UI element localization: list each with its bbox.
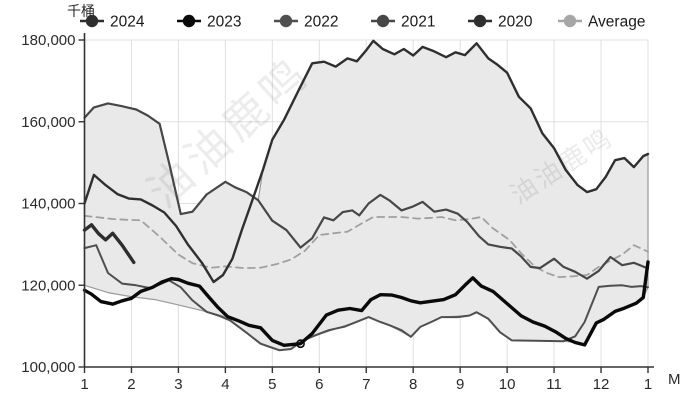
legend-marker-icon bbox=[182, 14, 196, 28]
x-tick-label: 4 bbox=[221, 376, 229, 393]
x-tick-label: 2 bbox=[127, 376, 135, 393]
legend-label: Average bbox=[588, 14, 645, 31]
legend-item-2024[interactable]: 2024 bbox=[80, 14, 145, 31]
legend-item-2022[interactable]: 2022 bbox=[274, 14, 338, 31]
legend-item-2023[interactable]: 2023 bbox=[177, 14, 241, 31]
legend-marker-icon bbox=[85, 14, 99, 28]
low-point-marker bbox=[296, 339, 305, 349]
x-tick-label: 3 bbox=[174, 376, 182, 393]
x-tick-label: 11 bbox=[546, 376, 562, 393]
x-tick-label: 8 bbox=[409, 376, 417, 393]
x-tick-label: 10 bbox=[499, 376, 516, 393]
legend-label: 2020 bbox=[498, 14, 533, 31]
legend-item-2020[interactable]: 2020 bbox=[468, 14, 533, 31]
legend-label: 2021 bbox=[401, 14, 435, 31]
x-tick-label: 6 bbox=[315, 376, 323, 393]
x-tick-label: 1 bbox=[80, 376, 88, 393]
legend-marker-icon bbox=[376, 14, 390, 28]
x-tick-label: 9 bbox=[456, 376, 464, 393]
y-tick-label: 140,000 bbox=[21, 196, 75, 213]
legend-label: 2024 bbox=[110, 14, 145, 31]
y-tick-label: 160,000 bbox=[21, 114, 75, 131]
legend-label: 2023 bbox=[207, 14, 241, 31]
series-2023-line bbox=[82, 260, 650, 347]
y-tick-label: 180,000 bbox=[21, 32, 75, 49]
y-tick-label: 100,000 bbox=[21, 359, 75, 376]
legend-marker-icon bbox=[563, 14, 577, 28]
legend-item-2021[interactable]: 2021 bbox=[371, 14, 435, 31]
x-tick-label: 7 bbox=[362, 376, 370, 393]
series-Average-line bbox=[83, 214, 649, 279]
x-axis-unit-label: M bbox=[668, 371, 681, 388]
legend-item-average[interactable]: Average bbox=[558, 14, 645, 31]
y-axis-unit-label: 千桶 bbox=[67, 3, 95, 19]
x-tick-label: 5 bbox=[268, 376, 276, 393]
y-tick-label: 120,000 bbox=[21, 277, 75, 294]
series-2021-line bbox=[83, 102, 650, 280]
legend-label: 2022 bbox=[304, 14, 338, 31]
x-tick-label: 12 bbox=[593, 376, 610, 393]
x-tick-label: 1 bbox=[644, 376, 652, 393]
series-2020-line bbox=[83, 39, 650, 284]
legend-marker-icon bbox=[279, 14, 293, 28]
legend-marker-icon bbox=[473, 14, 487, 28]
series-2024-line bbox=[82, 223, 136, 265]
